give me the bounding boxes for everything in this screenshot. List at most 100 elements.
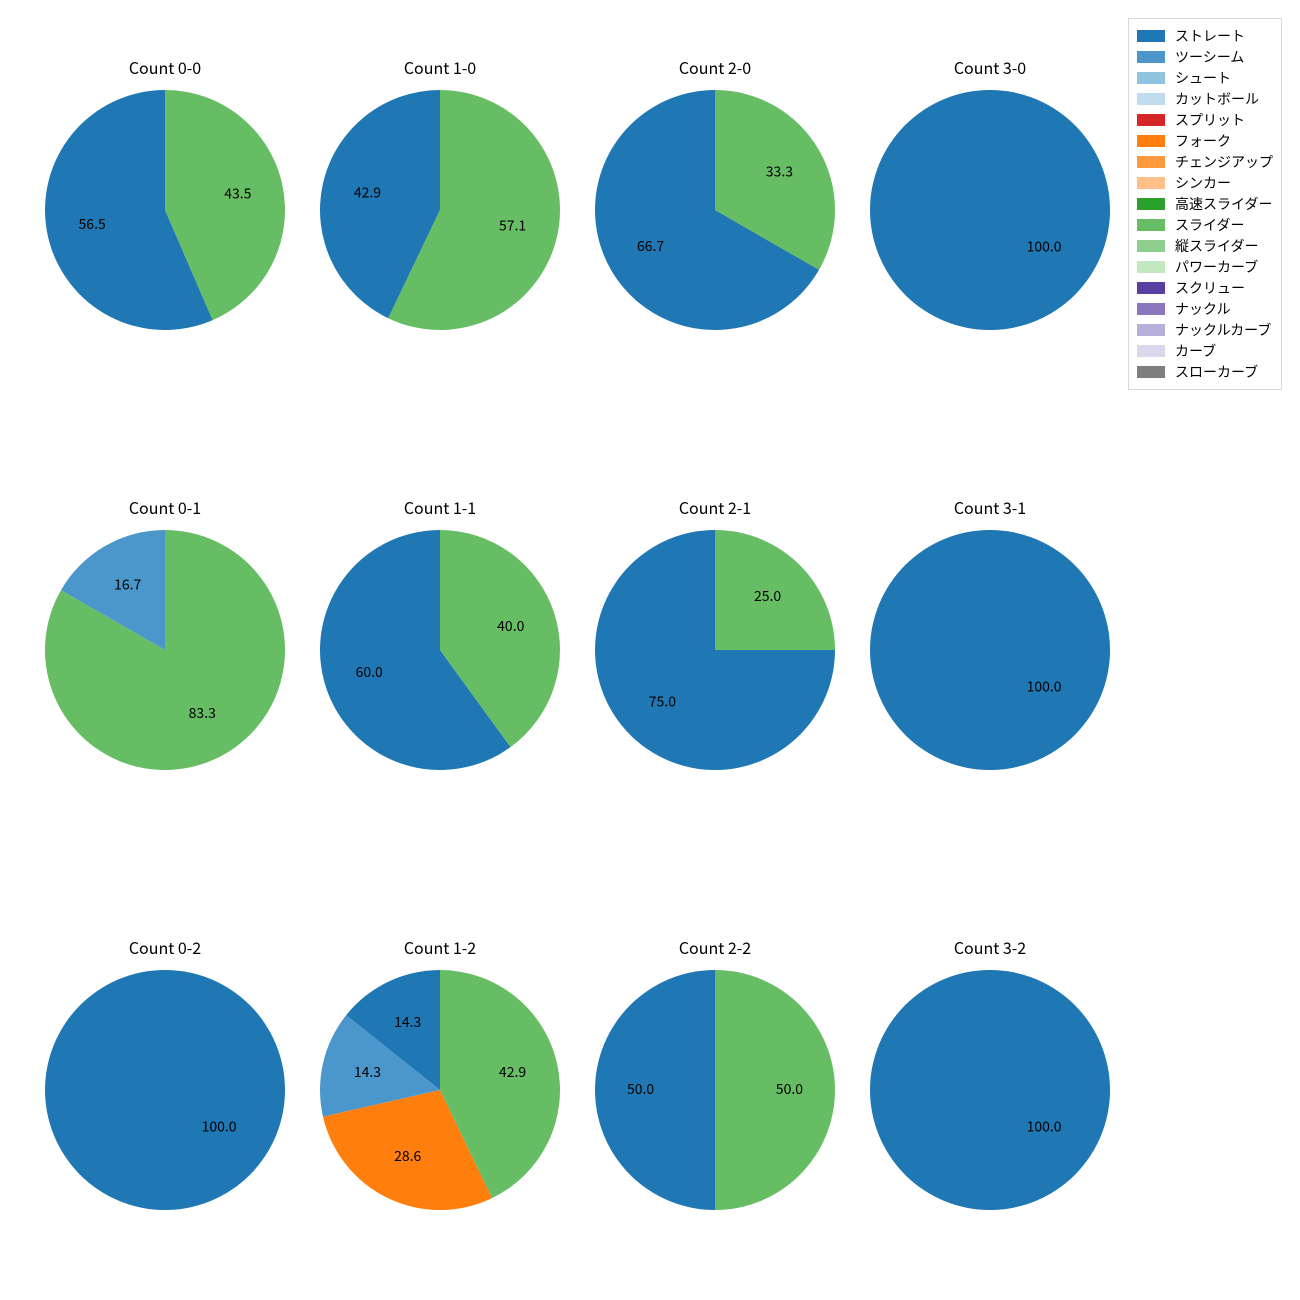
- pie-slice-label: 50.0: [627, 1079, 654, 1099]
- chart-cell: Count 3-1 100.0: [860, 495, 1120, 845]
- pie-chart: 16.7 83.3: [45, 530, 285, 770]
- legend-item: カーブ: [1137, 341, 1273, 361]
- pie-slice-label: 14.3: [394, 1012, 421, 1032]
- pie-chart: 60.0 40.0: [320, 530, 560, 770]
- legend-label: チェンジアップ: [1175, 152, 1273, 172]
- legend-swatch: [1137, 198, 1165, 210]
- chart-title: Count 0-1: [35, 495, 295, 519]
- legend-swatch: [1137, 114, 1165, 126]
- pie-slice-label: 14.3: [354, 1062, 381, 1082]
- pie-slice-label: 40.0: [497, 616, 524, 636]
- pie-holder: 100.0: [870, 970, 1110, 1210]
- pie-slice-label: 75.0: [649, 691, 676, 711]
- legend-label: ナックル: [1175, 299, 1231, 319]
- legend-swatch: [1137, 303, 1165, 315]
- legend-swatch: [1137, 156, 1165, 168]
- legend-swatch: [1137, 240, 1165, 252]
- chart-cell: Count 0-0 56.543.5: [35, 55, 295, 405]
- pie-slice-label: 42.9: [354, 182, 381, 202]
- legend-label: ツーシーム: [1175, 47, 1244, 67]
- legend-swatch: [1137, 219, 1165, 231]
- pie-chart: 100.0: [870, 970, 1110, 1210]
- legend-swatch: [1137, 30, 1165, 42]
- pie-holder: 75.0 25.0: [595, 530, 835, 770]
- legend-label: シュート: [1175, 68, 1231, 88]
- chart-cell: Count 0-2 100.0: [35, 935, 295, 1285]
- pie-holder: 100.0: [870, 530, 1110, 770]
- chart-title: Count 0-2: [35, 935, 295, 959]
- legend-label: ナックルカーブ: [1175, 320, 1271, 340]
- legend-label: カットボール: [1175, 89, 1259, 109]
- pie-chart: 100.0: [870, 530, 1110, 770]
- pie-slice-label: 57.1: [499, 215, 526, 235]
- pie-slice-label: 60.0: [356, 662, 383, 682]
- legend-item: ツーシーム: [1137, 47, 1273, 67]
- chart-title: Count 2-2: [585, 935, 845, 959]
- pie-slice: [45, 970, 285, 1210]
- chart-grid: ストレートツーシームシュートカットボールスプリットフォークチェンジアップシンカー…: [0, 0, 1300, 1300]
- chart-cell: Count 2-2 50.0 50.0: [585, 935, 845, 1285]
- chart-title: Count 3-2: [860, 935, 1120, 959]
- pie-chart: 50.0 50.0: [595, 970, 835, 1210]
- legend-label: 高速スライダー: [1175, 194, 1272, 214]
- pie-holder: 56.543.5: [45, 90, 285, 330]
- pie-slice-label: 100.0: [1027, 237, 1062, 257]
- chart-cell: Count 2-175.025.0: [585, 495, 845, 845]
- legend-swatch: [1137, 51, 1165, 63]
- chart-title: Count 2-0: [585, 55, 845, 79]
- legend-swatch: [1137, 72, 1165, 84]
- chart-title: Count 3-1: [860, 495, 1120, 519]
- pie-slice: [870, 90, 1110, 330]
- chart-title: Count 1-1: [310, 495, 570, 519]
- pie-slice-label: 100.0: [1027, 1117, 1062, 1137]
- pie-slice-label: 56.5: [79, 214, 106, 234]
- legend-swatch: [1137, 135, 1165, 147]
- chart-title: Count 1-0: [310, 55, 570, 79]
- legend-item: スプリット: [1137, 110, 1273, 130]
- legend-label: フォーク: [1175, 131, 1231, 151]
- pie-holder: 14.314.328.642.9: [320, 970, 560, 1210]
- legend-swatch: [1137, 282, 1165, 294]
- legend-item: シュート: [1137, 68, 1273, 88]
- legend-label: スクリュー: [1175, 278, 1245, 298]
- chart-cell: Count 1-214.314.328.642.9: [310, 935, 570, 1285]
- pie-holder: 66.733.3: [595, 90, 835, 330]
- legend-label: カーブ: [1175, 341, 1216, 361]
- pie-chart: 100.0: [45, 970, 285, 1210]
- legend-item: パワーカーブ: [1137, 257, 1273, 277]
- pie-chart: 75.0 25.0: [595, 530, 835, 770]
- chart-title: Count 1-2: [310, 935, 570, 959]
- legend-label: シンカー: [1175, 173, 1231, 193]
- pie-slice-label: 50.0: [776, 1079, 803, 1099]
- legend-item: ストレート: [1137, 26, 1273, 46]
- legend-item: 高速スライダー: [1137, 194, 1273, 214]
- pie-slice-label: 25.0: [754, 586, 781, 606]
- chart-cell: Count 1-1 60.0 40.0: [310, 495, 570, 845]
- legend-item: 縦スライダー: [1137, 236, 1273, 256]
- legend-label: ストレート: [1175, 26, 1245, 46]
- legend-item: シンカー: [1137, 173, 1273, 193]
- chart-cell: Count 3-2 100.0: [860, 935, 1120, 1285]
- legend-swatch: [1137, 345, 1165, 357]
- legend-item: チェンジアップ: [1137, 152, 1273, 172]
- pie-slice-label: 28.6: [394, 1146, 421, 1166]
- pie-slice: [595, 970, 715, 1210]
- legend-swatch: [1137, 177, 1165, 189]
- legend-label: スライダー: [1175, 215, 1244, 235]
- legend-swatch: [1137, 93, 1165, 105]
- pie-slice-label: 100.0: [202, 1117, 237, 1137]
- chart-title: Count 0-0: [35, 55, 295, 79]
- pie-holder: 60.0 40.0: [320, 530, 560, 770]
- pie-chart: 42.9 57.1: [320, 90, 560, 330]
- legend-item: カットボール: [1137, 89, 1273, 109]
- pie-slice-label: 16.7: [114, 574, 141, 594]
- pie-holder: 16.7 83.3: [45, 530, 285, 770]
- legend-item: スローカーブ: [1137, 362, 1273, 382]
- legend-item: フォーク: [1137, 131, 1273, 151]
- pie-slice-label: 33.3: [766, 162, 793, 182]
- pie-slice: [870, 530, 1110, 770]
- pie-chart: 100.0: [870, 90, 1110, 330]
- pie-slice-label: 83.3: [189, 703, 216, 723]
- legend-swatch: [1137, 324, 1165, 336]
- legend-swatch: [1137, 366, 1165, 378]
